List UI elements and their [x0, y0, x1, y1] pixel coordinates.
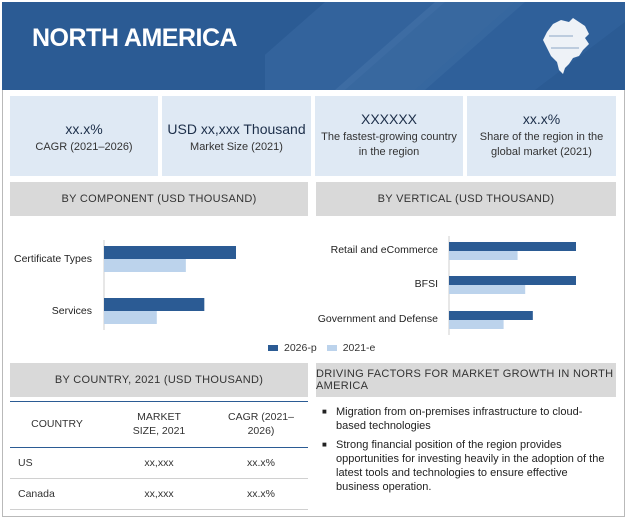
vertical-bar-2026-p-0 — [449, 242, 576, 251]
table-cell-cagr: xx.x% — [214, 478, 308, 510]
stat-fastest-country: XXXXXX The fastest-growing country in th… — [315, 96, 463, 176]
table-cell-market-size: xx,xxx — [104, 478, 214, 510]
stat-cagr-value: xx.x% — [65, 121, 103, 137]
stat-fastest-country-label: The fastest-growing country in the regio… — [321, 131, 457, 158]
country-table: COUNTRY MARKET SIZE, 2021 CAGR (2021–202… — [10, 401, 308, 510]
component-label-services: Services — [51, 305, 92, 317]
table-header-market-size: MARKET SIZE, 2021 — [104, 401, 214, 448]
vertical-label-bfsi: BFSI — [414, 278, 438, 290]
driver-item: Strong financial position of the region … — [322, 438, 612, 494]
section-by-vertical: BY VERTICAL (USD THOUSAND) — [316, 182, 616, 216]
component-bar-2026-p-0 — [104, 246, 236, 259]
stat-market-size-label: Market Size (2021) — [190, 141, 283, 153]
section-by-country: BY COUNTRY, 2021 (USD THOUSAND) — [10, 363, 308, 397]
stat-cagr: xx.x% CAGR (2021–2026) — [10, 96, 158, 176]
stat-cagr-label: CAGR (2021–2026) — [35, 141, 133, 153]
driving-factors-list: Migration from on-premises infrastructur… — [322, 405, 612, 499]
table-header-country: COUNTRY — [10, 401, 104, 448]
table-cell-market-size: xx,xxx — [104, 447, 214, 479]
page-title: NORTH AMERICA — [32, 24, 238, 52]
stat-market-size: USD xx,xxx Thousand Market Size (2021) — [162, 96, 311, 176]
stat-region-share-label: Share of the region in the global market… — [479, 131, 604, 158]
stat-region-share-value: xx.x% — [522, 111, 561, 127]
table-row: US xx,xxx xx.x% — [10, 447, 308, 479]
stat-fastest-country-value: XXXXXX — [360, 111, 418, 127]
legend-swatch-2021 — [326, 345, 337, 351]
component-bar-2021-e-0 — [104, 259, 186, 272]
legend-label-2026: 2026-p — [284, 342, 317, 354]
table-row: Canada xx,xxx xx.x% — [10, 478, 308, 510]
chart-legend: 2026-p 2021-e — [268, 342, 375, 354]
north-america-map-icon — [543, 18, 589, 74]
vertical-bar-2021-e-0 — [449, 251, 518, 260]
legend-label-2021: 2021-e — [342, 342, 376, 354]
vertical-label-retail: Retail and eCommerce — [330, 244, 438, 256]
legend-swatch-2026 — [268, 345, 278, 351]
stat-market-size-value: USD xx,xxx Thousand — [167, 121, 306, 137]
section-driving-factors: DRIVING FACTORS FOR MARKET GROWTH IN NOR… — [316, 363, 616, 397]
driver-item: Migration from on-premises infrastructur… — [322, 405, 612, 433]
vertical-bar-2026-p-1 — [449, 276, 576, 285]
table-cell-country: US — [10, 447, 104, 479]
table-cell-country: Canada — [10, 478, 104, 510]
header-banner: NORTH AMERICA — [2, 2, 625, 90]
component-bar-2021-e-1 — [104, 311, 157, 324]
vertical-label-government: Government and Defense — [317, 313, 438, 325]
vertical-bar-2021-e-1 — [449, 285, 526, 294]
table-cell-cagr: xx.x% — [214, 447, 308, 479]
component-bar-2026-p-1 — [104, 298, 205, 311]
vertical-bar-2026-p-2 — [449, 311, 533, 320]
table-header-cagr: CAGR (2021–2026) — [214, 401, 308, 448]
section-by-component: BY COMPONENT (USD THOUSAND) — [10, 182, 308, 216]
vertical-bar-2021-e-2 — [449, 320, 504, 329]
component-label-certificate-types: Certificate Types — [13, 253, 92, 265]
stat-region-share: xx.x% Share of the region in the global … — [467, 96, 616, 176]
